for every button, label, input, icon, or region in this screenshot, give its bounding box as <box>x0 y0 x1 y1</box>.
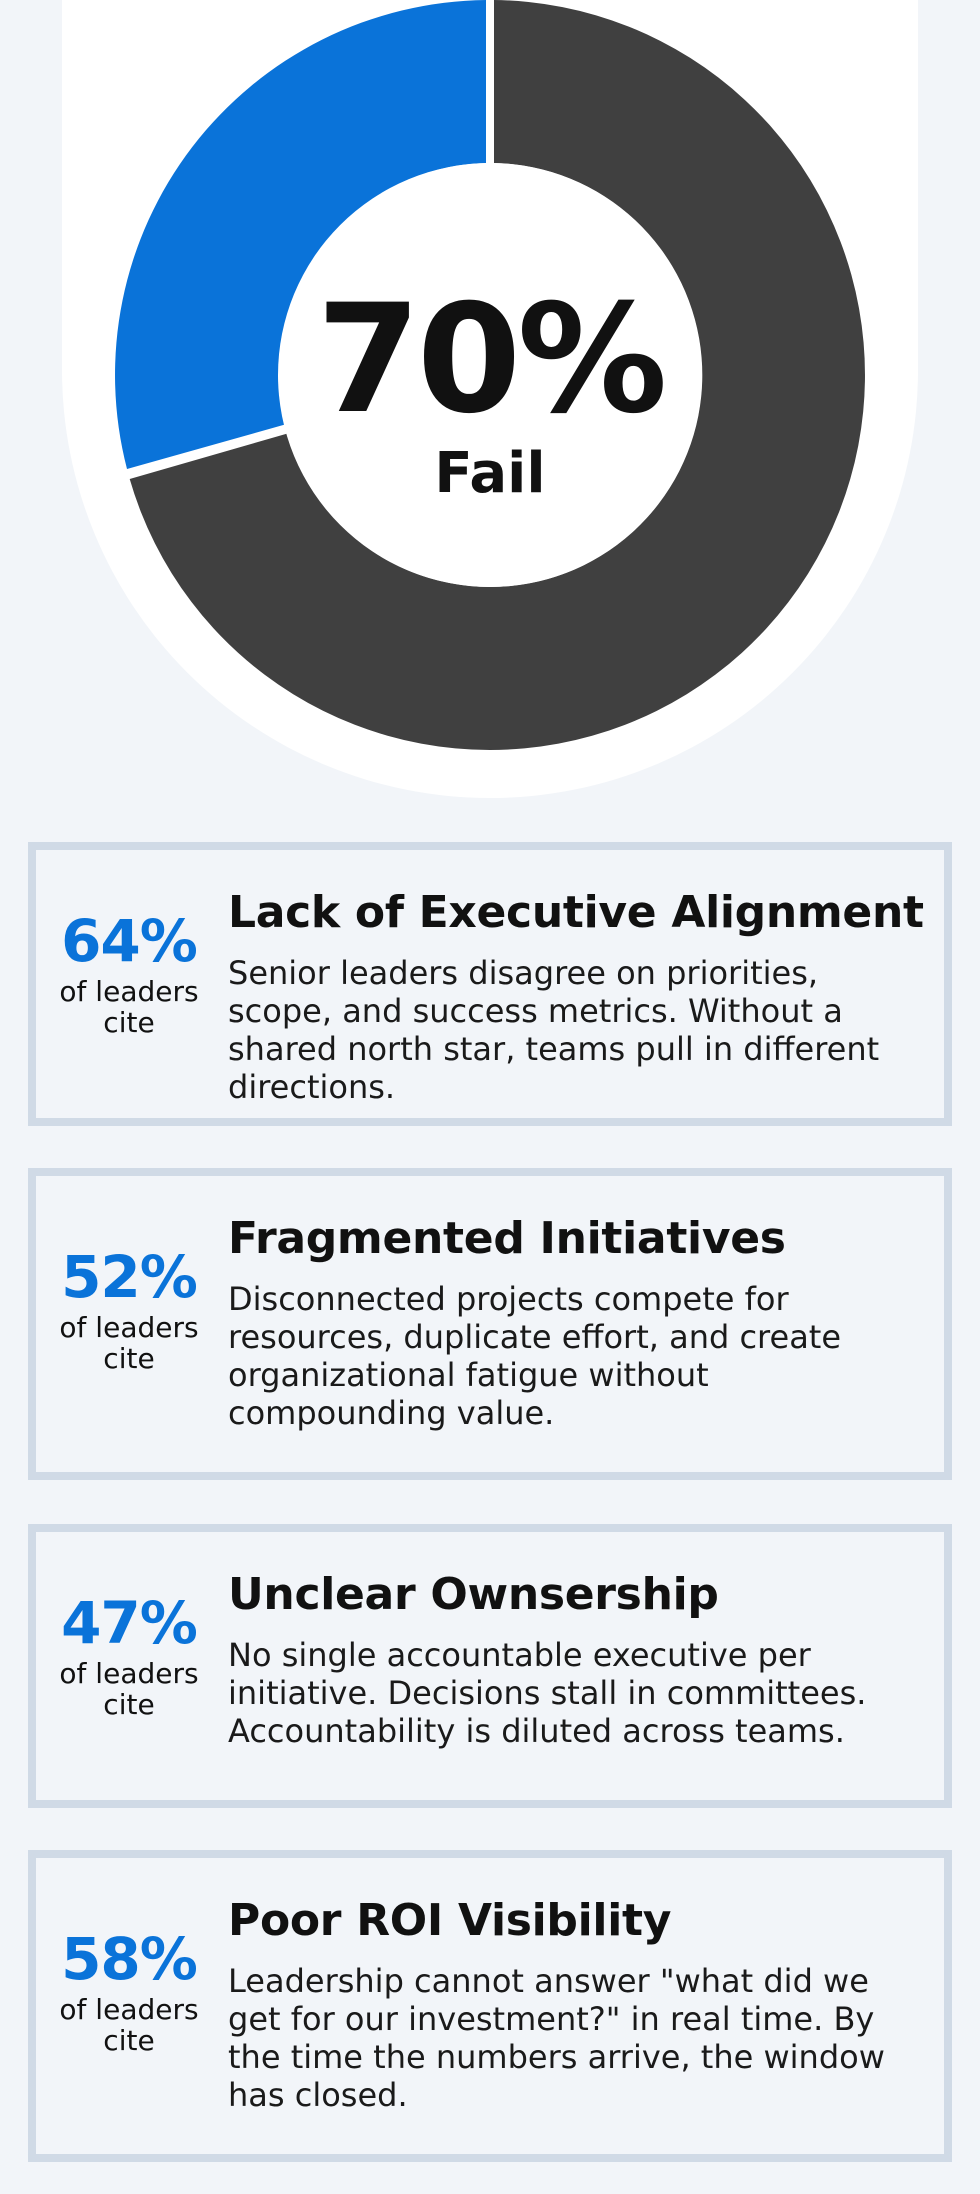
stat-caption: of leaders cite <box>59 1993 199 2057</box>
card-content: Lack of Executive Alignment Senior leade… <box>228 887 924 1107</box>
card-description: No single accountable executive per init… <box>228 1636 867 1751</box>
stat-block: 58% of leaders cite <box>36 1930 222 2056</box>
stat-percent: 58% <box>61 1925 198 1993</box>
card-description: Senior leaders disagree on priorities, s… <box>228 954 880 1107</box>
stat-percent: 64% <box>61 907 198 975</box>
stat-block: 52% of leaders cite <box>36 1248 222 1374</box>
stat-caption: of leaders cite <box>59 975 199 1039</box>
stat-caption: of leaders cite <box>59 1311 199 1375</box>
stat-percent: 52% <box>61 1243 198 1311</box>
stat-block: 64% of leaders cite <box>36 912 222 1038</box>
success-segment <box>115 0 486 469</box>
fail-segment <box>129 0 865 750</box>
card-title: Poor ROI Visibility <box>228 1895 672 1946</box>
reason-card-fragmented-initiatives: 52% of leaders cite Fragmented Initiativ… <box>28 1168 952 1480</box>
stat-caption: of leaders cite <box>59 1657 199 1721</box>
card-description: Leadership cannot answer "what did we ge… <box>228 1962 885 2115</box>
donut-hole <box>278 163 702 587</box>
card-title: Unclear Ownsership <box>228 1569 719 1620</box>
card-content: Fragmented Initiatives Disconnected proj… <box>228 1213 924 1433</box>
fail-percentage: 70% <box>316 273 667 447</box>
card-title: Lack of Executive Alignment <box>228 887 924 938</box>
card-description: Disconnected projects compete for resour… <box>228 1280 842 1433</box>
card-content: Poor ROI Visibility Leadership cannot an… <box>228 1895 924 2115</box>
card-title: Fragmented Initiatives <box>228 1213 786 1264</box>
fail-label: Fail <box>434 441 546 506</box>
stat-percent: 47% <box>61 1589 198 1657</box>
reason-card-roi-visibility: 58% of leaders cite Poor ROI Visibility … <box>28 1850 952 2162</box>
reason-card-unclear-ownership: 47% of leaders cite Unclear Ownsership N… <box>28 1524 952 1808</box>
card-content: Unclear Ownsership No single accountable… <box>228 1569 924 1751</box>
donut-chart-section: 70% Fail <box>0 0 980 800</box>
reason-card-executive-alignment: 64% of leaders cite Lack of Executive Al… <box>28 842 952 1126</box>
stat-block: 47% of leaders cite <box>36 1594 222 1720</box>
donut-chart <box>62 0 918 798</box>
